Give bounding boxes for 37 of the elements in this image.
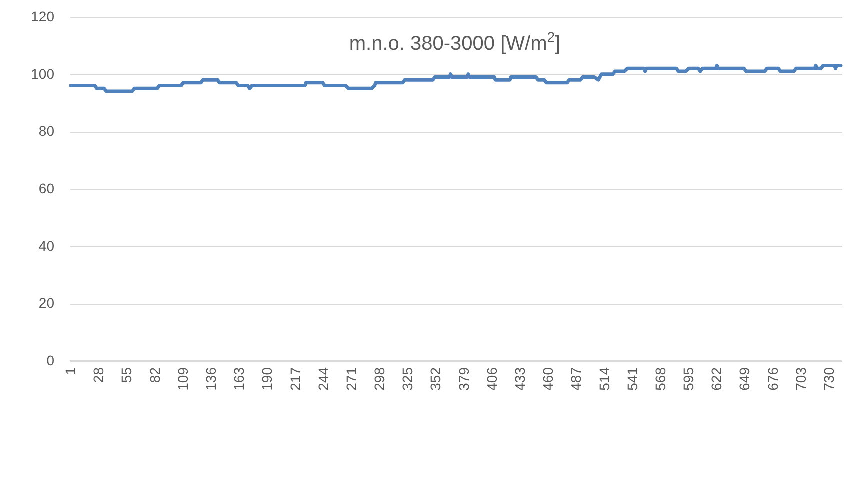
x-tick-label: 190 <box>259 367 276 391</box>
text: m.n.o. 380-3000 [W/m$^{2}$] <box>349 29 561 55</box>
x-tick-label: 649 <box>736 367 753 391</box>
x-tick-label: 352 <box>428 367 444 391</box>
x-tick-label: 568 <box>652 367 668 391</box>
x-tick-label: 217 <box>287 367 304 391</box>
x-tick-label: 541 <box>624 367 640 391</box>
x-tick-label: 28 <box>90 367 107 384</box>
x-tick-label: 622 <box>708 367 725 391</box>
y-tick-label: 80 <box>38 123 55 140</box>
x-tick-label: 676 <box>764 367 781 391</box>
line-series <box>69 64 843 94</box>
x-tick-label: 703 <box>792 367 809 391</box>
x-tick-label: 163 <box>231 367 248 391</box>
x-tick-label: 298 <box>372 367 388 391</box>
y-tick-label: 20 <box>38 295 55 312</box>
x-tick-label: 325 <box>400 367 416 391</box>
x-tick-label: 82 <box>146 367 163 384</box>
x-tick-label: 109 <box>174 367 191 391</box>
y-tick-label: 0 <box>46 352 55 368</box>
x-tick-label: 460 <box>540 367 556 391</box>
x-tick-label: 1 <box>62 367 79 376</box>
x-tick-label: 433 <box>512 367 528 391</box>
y-tick-label: 60 <box>38 180 55 196</box>
x-tick-label: 136 <box>203 367 219 391</box>
x-tick-label: 487 <box>568 367 584 391</box>
x-tick-label: 379 <box>456 367 472 391</box>
y-tick-label: 120 <box>31 8 55 24</box>
y-tick-label: 100 <box>31 66 55 82</box>
x-tick-label: 244 <box>315 367 332 391</box>
x-tick-label: 514 <box>596 367 612 391</box>
x-tick-label: 271 <box>343 367 360 391</box>
x-tick-label: 595 <box>680 367 697 391</box>
x-tick-label: 55 <box>118 367 135 384</box>
y-tick-label: 40 <box>38 238 55 254</box>
x-tick-label: 406 <box>484 367 500 391</box>
x-tick-label: 730 <box>821 367 838 391</box>
